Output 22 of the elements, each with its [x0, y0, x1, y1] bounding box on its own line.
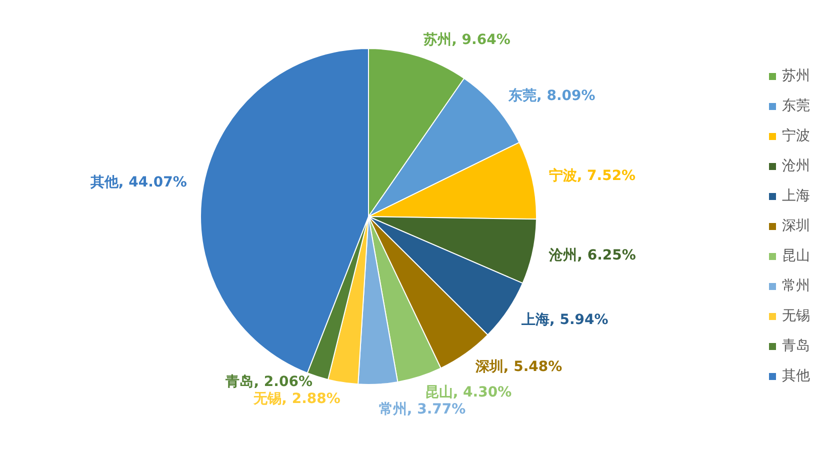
data-label: 上海, 5.94%: [520, 312, 608, 328]
legend-label: 昆山: [782, 246, 810, 264]
legend-label: 沧州: [782, 156, 810, 174]
legend-label: 上海: [782, 186, 810, 204]
data-label: 昆山, 4.30%: [424, 384, 512, 401]
legend-label: 东莞: [782, 96, 810, 114]
legend-label: 青岛: [782, 336, 810, 354]
data-label: 深圳, 5.48%: [474, 359, 562, 376]
data-label: 青岛, 2.06%: [224, 374, 313, 390]
data-label: 常州, 3.77%: [378, 402, 466, 418]
legend-label: 深圳: [782, 216, 810, 234]
legend-label: 无锡: [782, 306, 810, 324]
data-label: 苏州, 9.64%: [422, 32, 510, 48]
data-label: 其他, 44.07%: [89, 174, 187, 190]
data-label: 沧州, 6.25%: [548, 247, 636, 264]
data-label: 无锡, 2.88%: [252, 391, 340, 408]
data-label: 东莞, 8.09%: [508, 86, 596, 104]
legend-label: 苏州: [782, 66, 810, 84]
legend-label: 常州: [782, 276, 810, 294]
legend-label: 宁波: [782, 126, 810, 144]
data-label: 宁波, 7.52%: [548, 167, 636, 184]
legend-label: 其他: [782, 366, 810, 384]
